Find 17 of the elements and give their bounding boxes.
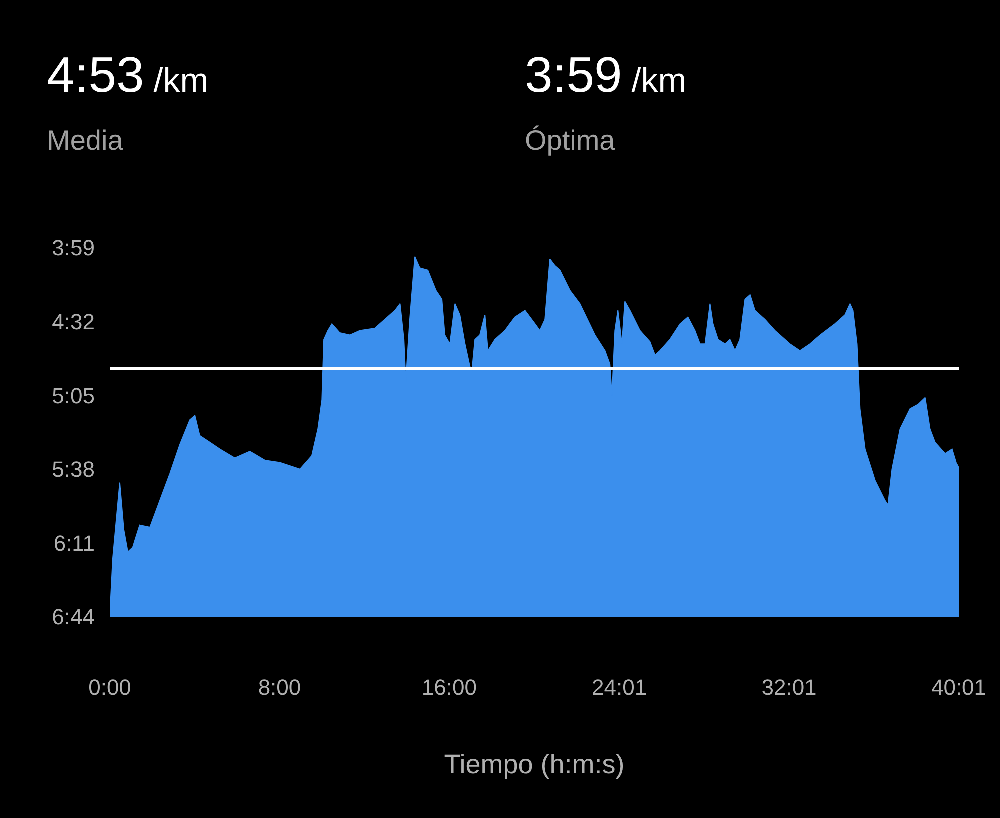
y-tick-label: 5:38 <box>52 457 95 482</box>
y-tick-label: 5:05 <box>52 383 95 408</box>
x-tick-label: 0:00 <box>88 675 132 700</box>
x-tick-label: 16:00 <box>422 675 477 700</box>
text: 4:53 /km <box>47 47 209 103</box>
x-tick-label: 32:01 <box>762 675 817 700</box>
text: Media <box>47 125 124 156</box>
y-tick-label: 3:59 <box>52 236 95 261</box>
x-tick-label: 8:00 <box>258 675 302 700</box>
x-tick-label: 24:01 <box>592 675 648 700</box>
text: 3:59 /km <box>525 47 687 103</box>
x-axis-title: Tiempo (h:m:s) <box>444 749 625 780</box>
y-tick-label: 6:11 <box>54 530 95 556</box>
y-tick-label: 4:32 <box>52 310 95 334</box>
y-tick-label: 6:44 <box>52 604 95 630</box>
text: Óptima <box>525 125 616 156</box>
x-tick-label: 40:01 <box>931 675 987 700</box>
